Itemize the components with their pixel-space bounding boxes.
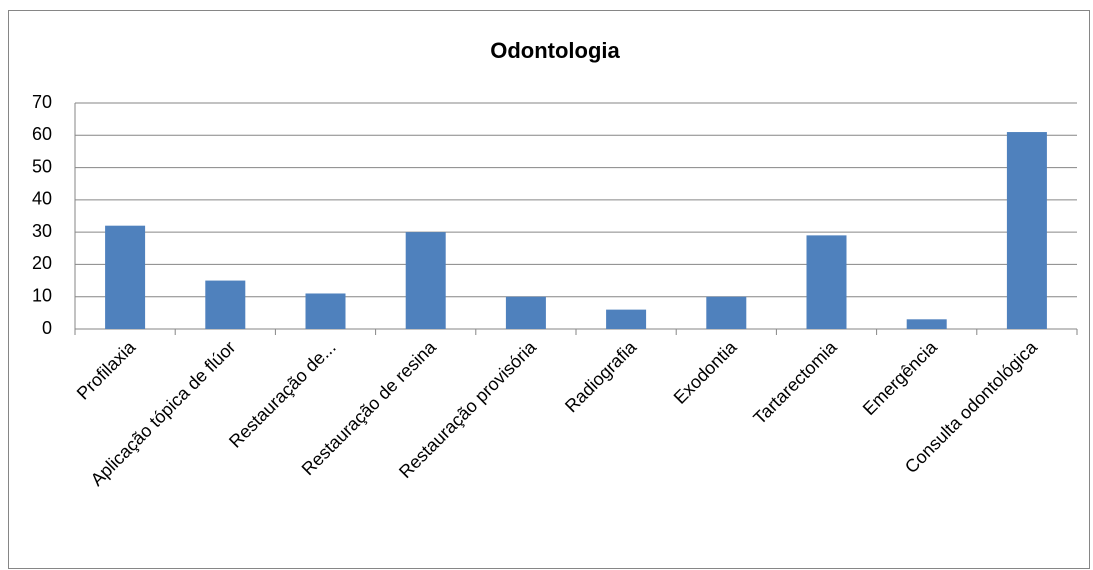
bar [505,296,546,329]
y-tick-label: 30 [32,221,52,241]
y-tick-label: 50 [32,156,52,176]
bar [105,225,146,329]
y-tick-label: 40 [32,189,52,209]
chart-title: Odontologia [490,38,620,63]
y-tick-label: 60 [32,124,52,144]
bar [1006,132,1047,329]
bar [405,232,446,329]
bar [606,309,647,329]
bar [205,280,246,329]
bar [706,296,747,329]
y-tick-label: 70 [32,92,52,112]
bar [305,293,346,329]
y-tick-label: 10 [32,285,52,305]
y-tick-label: 0 [42,318,52,338]
bar [906,319,947,329]
chart-border [8,10,1090,569]
bar [806,235,847,329]
y-tick-label: 20 [32,253,52,273]
